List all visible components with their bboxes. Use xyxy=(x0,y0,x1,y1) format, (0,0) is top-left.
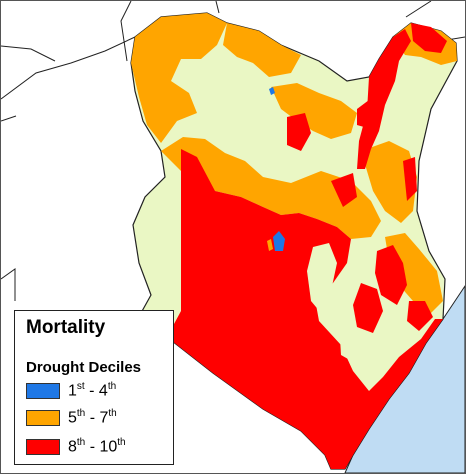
no-data-islands xyxy=(307,243,361,363)
legend-subtitle: Drought Deciles xyxy=(26,359,142,376)
legend-label-8-10: 8th - 10th xyxy=(68,437,126,456)
neighbor-borders xyxy=(1,1,465,301)
legend-swatch-red xyxy=(26,439,60,455)
legend-label-5-7: 5th - 7th xyxy=(68,408,117,427)
legend-title: Mortality xyxy=(26,317,106,338)
orange-zones xyxy=(131,13,457,313)
legend-row-8-10: 8th - 10th xyxy=(26,437,126,457)
legend-swatch-orange xyxy=(26,410,60,426)
legend-row-5-7: 5th - 7th xyxy=(26,408,117,428)
blue-zones xyxy=(267,87,285,251)
legend-swatch-blue xyxy=(26,383,60,399)
map-legend: Mortality Drought Deciles 1st - 4th 5th … xyxy=(14,310,174,465)
red-zones xyxy=(167,23,447,469)
legend-row-1-4: 1st - 4th xyxy=(26,381,116,401)
legend-label-1-4: 1st - 4th xyxy=(68,381,117,400)
